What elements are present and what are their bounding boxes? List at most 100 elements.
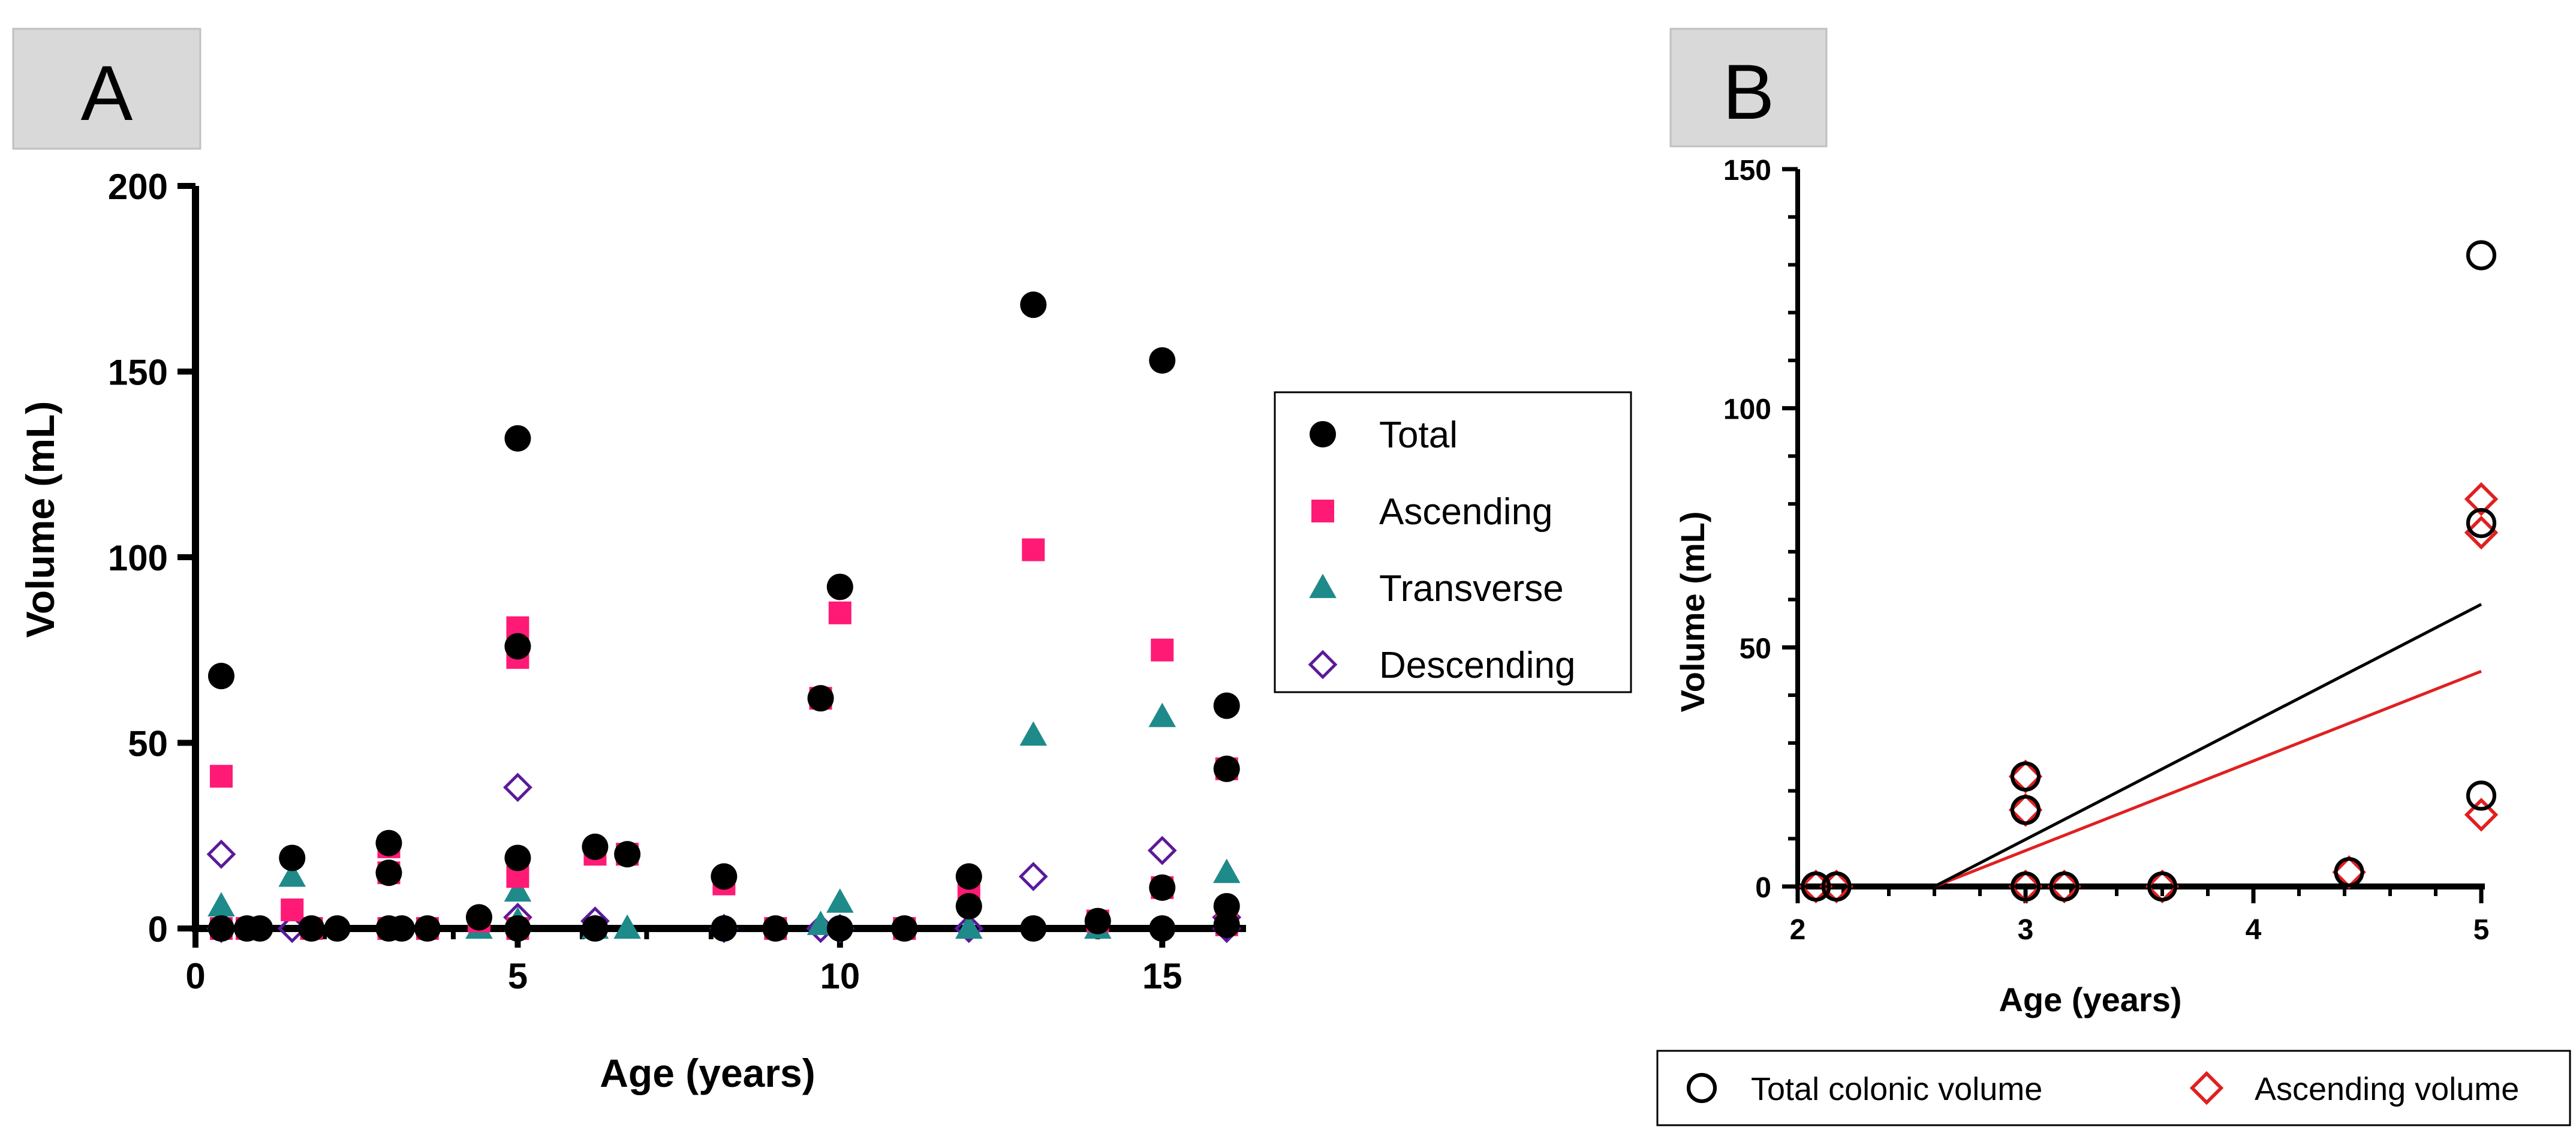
panel-b-legend: Total colonic volume Ascending volume: [1656, 1050, 2571, 1126]
panel-a-point-ascending: [209, 765, 233, 788]
panel-b-point-total-colonic-volume: [2466, 240, 2497, 271]
panel-a-point-total: [711, 863, 738, 890]
panel-b-y-tick-label: 50: [1740, 633, 1771, 665]
panel-b-point-total-colonic-volume: [1801, 871, 1831, 902]
legend-marker-ascending-volume: [2189, 1071, 2224, 1105]
panel-a-point-total: [504, 425, 531, 452]
panel-b-point-ascending-volume: [2464, 798, 2499, 832]
panel-a-point-total: [504, 845, 531, 871]
panel-b-x-tick-label: 4: [2246, 914, 2262, 946]
panel-a-point-total: [1213, 911, 1240, 938]
panel-a-point-transverse: [1019, 721, 1048, 746]
panel-b-point-total-colonic-volume: [2466, 507, 2497, 539]
legend-marker-total-colonic-volume: [1686, 1072, 1717, 1104]
panel-b-point-total-colonic-volume: [2334, 856, 2364, 888]
legend-marker-total: [1309, 420, 1337, 448]
panel-a-point-transverse: [1212, 858, 1241, 883]
panel-a-ticks: 0 50 100 150 200 0 5 10 15: [108, 167, 1229, 996]
panel-a-y-tick-label: 200: [108, 167, 168, 207]
panel-a-point-descending: [503, 773, 532, 803]
legend-label-total: Total: [1379, 414, 1458, 456]
panel-b-x-axis-label: Age (years): [1999, 981, 2181, 1018]
panel-a-label-box: A: [12, 28, 201, 150]
legend-marker-descending: [1308, 650, 1338, 680]
legend-label-ascending: Ascending: [1379, 491, 1553, 533]
panel-a-point-total: [955, 863, 982, 890]
panel-b-x-tick-label: 3: [2018, 914, 2034, 946]
panel-b-point-total-colonic-volume: [2466, 780, 2497, 811]
panel-a-point-total: [207, 915, 235, 942]
panel-a-point-total: [955, 892, 982, 919]
panel-a-point-total: [826, 573, 853, 600]
legend-label-total-colonic-volume: Total colonic volume: [1751, 1071, 2042, 1107]
panel-a-point-total: [711, 915, 738, 942]
panel-a-point-total: [375, 830, 402, 856]
panel-a-point-total: [582, 833, 609, 860]
panel-a-y-tick-label: 50: [128, 724, 168, 764]
panel-b-regression-lines: [1933, 603, 2482, 888]
panel-a-point-total: [388, 915, 415, 942]
panel-a-y-tick-label: 150: [108, 353, 168, 393]
panel-b-y-tick-label: 0: [1755, 872, 1771, 904]
panel-a-point-total: [891, 915, 918, 942]
panel-b-regression-line-total-colonic-volume: [1933, 603, 2482, 888]
panel-b-y-tick-label: 150: [1723, 155, 1771, 187]
panel-a-letter: A: [81, 49, 133, 137]
panel-a-point-ascending: [1151, 638, 1174, 662]
panel-a-point-total: [1213, 892, 1240, 919]
panel-a-point-total: [1149, 347, 1176, 374]
panel-b-regression-line-ascending-volume: [1934, 669, 2482, 888]
panel-b-point-total-colonic-volume: [1821, 871, 1852, 902]
panel-b-point-total-colonic-volume: [2147, 871, 2178, 902]
panel-a-point-total: [1020, 291, 1047, 318]
panel-b-x-tick-label: 2: [1790, 914, 1806, 946]
panel-a-x-tick-label: 10: [820, 956, 860, 996]
panel-a-point-total: [582, 915, 609, 942]
panel-b-x-tick-label: 5: [2473, 914, 2490, 946]
legend-marker-transverse: [1309, 573, 1337, 599]
panel-a-point-total: [414, 915, 441, 942]
panel-b-ticks: 0 50 100 150 2 3 4 5: [1723, 155, 2489, 946]
panel-a-point-ascending: [828, 601, 851, 624]
panel-a-point-descending: [1018, 861, 1048, 891]
panel-b-y-tick-label: 100: [1723, 394, 1771, 426]
panel-b-point-total-colonic-volume: [2010, 761, 2041, 792]
panel-a-point-total: [807, 685, 834, 712]
panel-a-y-axis-label: Volume (mL): [18, 401, 62, 638]
legend-label-descending: Descending: [1379, 645, 1575, 686]
panel-a-point-total: [207, 663, 235, 690]
panel-a-y-tick-label: 100: [108, 538, 168, 578]
panel-a-point-descending: [1147, 836, 1177, 865]
panel-a-point-total: [1149, 874, 1176, 901]
panel-a-point-total: [1149, 915, 1176, 942]
panel-a-point-total: [1084, 907, 1111, 934]
legend-label-transverse: Transverse: [1379, 568, 1564, 609]
panel-a-axes: [192, 186, 1246, 932]
panel-a-x-tick-label: 0: [185, 956, 205, 996]
panel-a-point-total: [614, 841, 641, 868]
panel-a-point-total: [375, 859, 402, 886]
panel-a-point-transverse: [278, 862, 306, 887]
panel-b-point-ascending-volume: [2464, 482, 2499, 516]
panel-a-point-total: [298, 915, 325, 942]
panel-a-point-total: [826, 915, 853, 942]
panel-a-x-axis-label: Age (years): [600, 1051, 815, 1095]
panel-b-label-box: B: [1669, 28, 1828, 148]
panel-a-point-total: [246, 915, 273, 942]
panel-b-points: [1799, 240, 2499, 904]
panel-a-point-transverse: [826, 888, 854, 913]
legend-marker-ascending: [1311, 500, 1334, 522]
panel-a-x-tick-label: 5: [508, 956, 528, 996]
panel-a-points: [206, 291, 1242, 943]
panel-b-point-total-colonic-volume: [2010, 871, 2041, 902]
panel-a-chart: 0 50 100 150 200 0 5 10 15 Age (years) Volume (m…: [18, 167, 1246, 1095]
panel-a-point-ascending: [281, 898, 304, 922]
panel-b-y-axis-label: Volume (mL): [1674, 512, 1711, 713]
panel-a-point-descending: [206, 839, 236, 869]
panel-b-point-ascending-volume: [2464, 515, 2499, 550]
panel-a-point-total: [1213, 692, 1240, 719]
panel-b-point-total-colonic-volume: [2010, 795, 2041, 825]
panel-a-point-transverse: [613, 914, 641, 939]
panel-a-point-descending: [954, 913, 984, 943]
panel-a-point-total: [504, 633, 531, 660]
